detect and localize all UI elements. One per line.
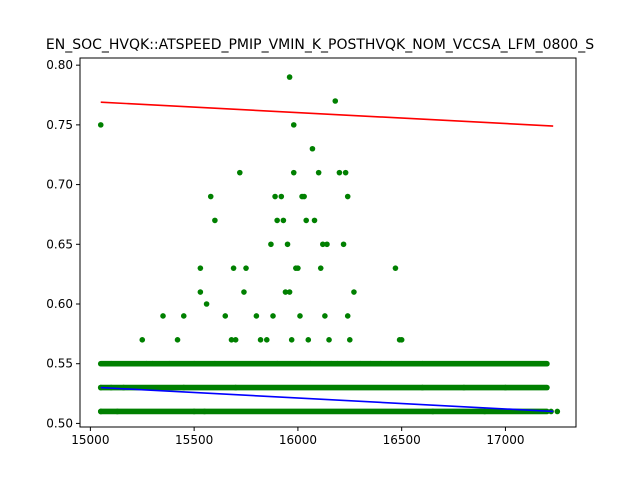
data-point	[326, 337, 332, 343]
data-point	[324, 241, 330, 248]
data-point	[230, 265, 237, 271]
data-point	[243, 265, 249, 271]
y-tick-label: 0.60	[46, 297, 73, 311]
data-point	[253, 313, 260, 319]
data-point	[272, 193, 278, 200]
data-point	[232, 337, 239, 343]
data-point	[257, 337, 264, 343]
data-point	[344, 193, 351, 200]
data-point	[305, 337, 312, 343]
data-point	[241, 289, 247, 295]
data-point	[263, 337, 270, 343]
x-tick-label: 16000	[279, 433, 317, 447]
data-point	[351, 289, 357, 295]
data-point	[228, 337, 235, 343]
data-point	[322, 313, 328, 319]
lower-line-trend	[100, 386, 554, 413]
data-point	[309, 145, 316, 152]
data-point	[301, 193, 307, 200]
upper-line-trend	[100, 101, 554, 127]
data-point	[270, 313, 276, 319]
data-point	[160, 313, 166, 319]
data-point	[274, 217, 280, 224]
data-point	[303, 217, 310, 224]
data-point	[212, 217, 218, 224]
data-point	[282, 289, 289, 295]
y-tick-label: 0.50	[46, 416, 73, 430]
data-point	[236, 169, 243, 176]
y-tick-label: 0.80	[46, 58, 73, 72]
data-point	[320, 241, 326, 248]
data-point	[346, 337, 353, 343]
data-point	[197, 289, 204, 295]
data-point	[284, 241, 291, 248]
data-point	[295, 265, 301, 271]
data-point	[332, 98, 339, 104]
data-marks	[97, 74, 561, 415]
data-point	[297, 313, 303, 319]
x-axis: 15000 15500 16000 16500 17000	[71, 427, 525, 447]
data-point	[286, 289, 293, 295]
trend-lines	[100, 101, 554, 413]
data-point	[268, 241, 274, 248]
data-point	[398, 337, 405, 343]
data-point	[139, 337, 146, 343]
data-point	[344, 313, 351, 319]
data-point	[222, 313, 229, 319]
data-point	[342, 169, 349, 176]
plot-frame	[79, 57, 577, 428]
data-point	[392, 265, 399, 271]
data-point	[317, 265, 324, 271]
y-tick-label: 0.55	[46, 357, 73, 371]
chart-title: EN_SOC_HVQK::ATSPEED_PMIP_VMIN_K_POSTHVQ…	[46, 37, 594, 53]
data-point	[174, 337, 181, 343]
data-point	[315, 169, 322, 176]
data-point	[336, 169, 343, 176]
data-point	[340, 241, 347, 248]
y-axis: 0.50 0.55 0.60 0.65 0.70 0.75 0.80	[46, 58, 80, 430]
x-tick-label: 17000	[486, 433, 524, 447]
data-point	[203, 301, 210, 307]
y-tick-label: 0.65	[46, 237, 73, 251]
data-point	[288, 337, 295, 343]
data-point	[97, 122, 104, 128]
y-tick-label: 0.75	[46, 118, 73, 132]
data-point	[280, 217, 287, 224]
data-point	[197, 265, 204, 271]
y-tick-label: 0.70	[46, 178, 73, 192]
data-point	[278, 193, 285, 200]
data-point	[180, 313, 187, 319]
x-tick-label: 16500	[383, 433, 421, 447]
x-tick-label: 15000	[71, 433, 109, 447]
data-point	[207, 193, 214, 200]
data-point	[290, 122, 297, 128]
data-point	[311, 217, 318, 224]
data-point	[290, 169, 297, 176]
data-point	[554, 408, 561, 415]
x-tick-label: 15500	[175, 433, 213, 447]
data-point	[286, 74, 293, 80]
